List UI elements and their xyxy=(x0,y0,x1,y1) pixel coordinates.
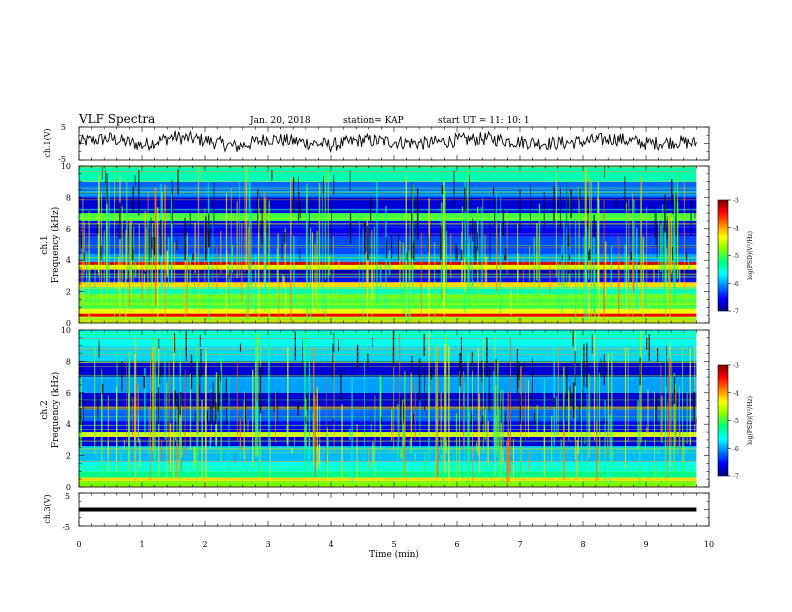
ch1-spec-ylabel: Frequency (kHz) xyxy=(50,207,61,284)
ch1-spec-ytick-label: 8 xyxy=(66,193,71,202)
ch2-spec-band-9 xyxy=(79,392,697,409)
ch2-spec-ytick-label: 6 xyxy=(66,389,71,398)
ch1-spec-band-13 xyxy=(79,220,697,237)
date-label: Jan. 20, 2018 xyxy=(249,116,311,126)
ch1-spec-band-6 xyxy=(79,282,697,289)
ch1-spec-band-10 xyxy=(79,261,697,265)
ch2-spec-ytick-label: 8 xyxy=(66,357,71,366)
x-tick-label: 0 xyxy=(76,540,81,549)
ch1-spec-band-14 xyxy=(79,213,697,221)
ch1-spec-band-2 xyxy=(79,308,697,314)
x-tick-label: 8 xyxy=(580,540,585,549)
ch2-spec-ytick-label: 2 xyxy=(66,452,71,461)
ch1-colorbar-label: log(PSD)(V²/Hz) xyxy=(747,231,754,280)
ch2-colorbar-label: log(PSD)(V²/Hz) xyxy=(747,396,754,445)
ch1-spec-ytick-label: 2 xyxy=(66,288,71,297)
ch1-wave-ylabel: ch.1(V) xyxy=(43,128,52,157)
x-tick-label: 1 xyxy=(139,540,144,549)
ch1-colorbar-tick-label: -4 xyxy=(733,225,739,232)
x-tick-label: 5 xyxy=(391,540,396,549)
ch3-wave-ytick-bottom: -5 xyxy=(62,523,70,532)
ch2-spec-ytick-label: 0 xyxy=(66,483,71,492)
ch1-spec-band-1 xyxy=(79,313,697,317)
ch2-colorbar-tick-label: -7 xyxy=(733,474,739,481)
x-tick-label: 6 xyxy=(454,540,459,549)
ch1-colorbar xyxy=(717,199,729,312)
ch1-spec-band-7 xyxy=(79,275,697,283)
ch2-colorbar-tick-label: -5 xyxy=(733,418,739,425)
ch2-colorbar-tick-label: -3 xyxy=(733,363,739,370)
ch2-spec-band-0 xyxy=(79,480,697,487)
ch2-spec-ylabel: Frequency (kHz) xyxy=(50,372,61,449)
x-tick-label: 9 xyxy=(643,540,648,549)
ch1-spec-channel-label: ch.1 xyxy=(40,235,50,254)
ch2-spec-band-8 xyxy=(79,408,697,422)
ch2-spectrogram-panel xyxy=(78,329,710,488)
ch2-spec-ytick-label: 10 xyxy=(61,326,71,335)
ch2-colorbar-tick-label: -6 xyxy=(733,446,739,453)
ch1-spec-band-8 xyxy=(79,269,697,276)
ch1-wave-ytick-top: 5 xyxy=(61,123,66,132)
ch1-spec-band-4 xyxy=(79,294,697,300)
ch2-colorbar xyxy=(717,364,729,477)
ch2-spec-band-13 xyxy=(79,330,697,346)
x-tick-label: 3 xyxy=(265,540,270,549)
ch2-spec-band-3 xyxy=(79,461,697,472)
ch1-spec-band-17 xyxy=(79,166,697,182)
ch1-spec-ytick-label: 10 xyxy=(61,162,71,171)
ch1-spectrogram-panel xyxy=(78,165,710,324)
ch2-spec-band-10 xyxy=(79,377,697,393)
x-tick-label: 2 xyxy=(202,540,207,549)
ch2-spec-band-7 xyxy=(79,421,697,433)
ch1-colorbar-tick-label: -5 xyxy=(733,253,739,260)
ch1-spec-ytick-label: 4 xyxy=(66,256,71,265)
ch1-colorbar-tick-label: -3 xyxy=(733,198,739,205)
ch3-wave-ytick-top: 5 xyxy=(65,492,70,501)
ch2-spec-band-1 xyxy=(79,477,697,481)
station-label: station= KAP xyxy=(343,116,404,126)
start-time-label: start UT = 11: 10: 1 xyxy=(438,116,530,126)
x-tick-label: 10 xyxy=(704,540,714,549)
ch2-colorbar-tick-label: -4 xyxy=(733,390,739,397)
ch1-spec-ytick-label: 6 xyxy=(66,225,71,234)
figure-title: VLF Spectra xyxy=(78,112,155,126)
x-tick-label: 7 xyxy=(517,540,522,549)
ch2-spec-ytick-label: 4 xyxy=(66,420,71,429)
ch1-spec-band-16 xyxy=(79,181,697,198)
ch2-spec-channel-label: ch.2 xyxy=(40,400,50,419)
ch1-spec-ytick-label: 0 xyxy=(66,319,71,328)
ch1-colorbar-tick-label: -7 xyxy=(733,309,739,316)
ch1-colorbar-tick-label: -6 xyxy=(733,281,739,288)
ch1-wave-ytick-bottom: -5 xyxy=(58,155,66,164)
x-tick-label: 4 xyxy=(328,540,333,549)
ch2-spec-band-11 xyxy=(79,361,697,378)
ch3-wave-ylabel: ch.3(V) xyxy=(43,494,52,523)
ch1-waveform-line xyxy=(78,130,697,154)
ch2-spec-band-4 xyxy=(79,446,697,462)
x-axis-label: Time (min) xyxy=(369,549,419,560)
ch2-spec-band-6 xyxy=(79,432,697,437)
ch1-spec-band-3 xyxy=(79,299,697,309)
ch1-spec-band-5 xyxy=(79,288,697,295)
